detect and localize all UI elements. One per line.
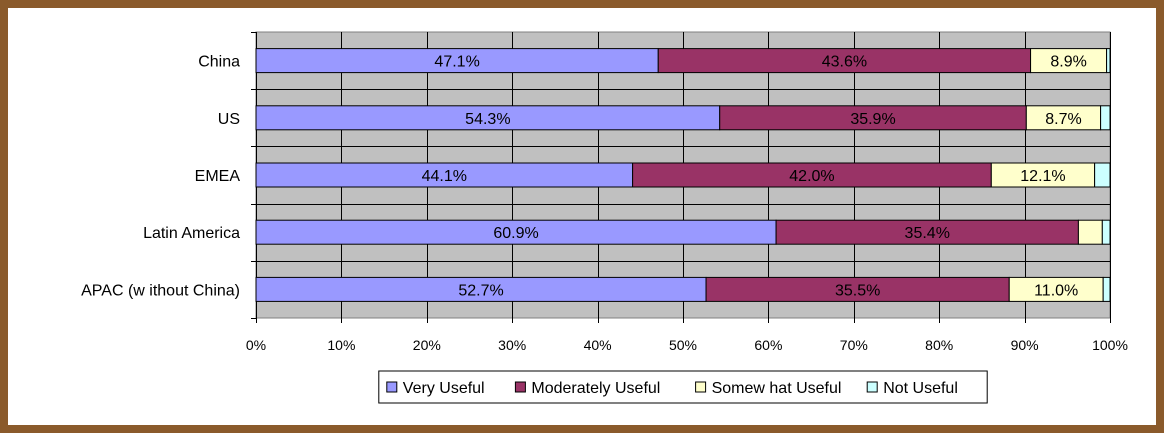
data-label: 8.7%: [1045, 111, 1081, 128]
x-tick-label: 100%: [1092, 337, 1128, 353]
data-label: 12.1%: [1020, 168, 1065, 185]
legend-swatch: [386, 381, 398, 393]
bar-segment: [255, 105, 721, 131]
bar-segment: [657, 48, 1032, 74]
x-tick-label: 50%: [669, 337, 697, 353]
bar-segment: [1025, 105, 1102, 131]
data-label: 42.0%: [789, 168, 834, 185]
bar-segment: [1030, 48, 1108, 74]
data-label: 44.1%: [422, 168, 467, 185]
data-label: 52.7%: [458, 282, 503, 299]
bar-segment: [1094, 162, 1111, 188]
bar-segment: [1100, 105, 1111, 131]
legend-label: Somew hat Useful: [712, 380, 842, 397]
legend-box: [378, 370, 988, 404]
x-tick-label: 20%: [413, 337, 441, 353]
x-tick-label: 10%: [327, 337, 355, 353]
bar-segment: [990, 162, 1096, 188]
legend-swatch: [866, 381, 878, 393]
x-tick-label: 0%: [246, 337, 266, 353]
legend-label: Very Useful: [403, 380, 485, 397]
category-label: US: [218, 111, 240, 128]
data-label: 47.1%: [434, 54, 479, 71]
legend-swatch: [695, 381, 707, 393]
category-label: Latin America: [143, 225, 240, 242]
x-tick-label: 30%: [498, 337, 526, 353]
x-tick-label: 70%: [840, 337, 868, 353]
data-label: 35.4%: [905, 225, 950, 242]
category-label: APAC (w ithout China): [81, 282, 240, 299]
data-label: 8.9%: [1050, 54, 1086, 71]
data-label: 35.5%: [835, 282, 880, 299]
category-label: China: [198, 54, 240, 71]
bar-segment: [255, 219, 777, 245]
x-tick-label: 40%: [584, 337, 612, 353]
x-tick-label: 60%: [754, 337, 782, 353]
bar-segment: [1101, 219, 1111, 245]
category-label: EMEA: [195, 168, 241, 185]
data-label: 60.9%: [493, 225, 538, 242]
legend-swatch: [514, 381, 526, 393]
bar-segment: [1106, 48, 1111, 74]
data-label: 11.0%: [1034, 282, 1078, 299]
bar-segment: [1077, 219, 1103, 245]
data-label: 54.3%: [465, 111, 510, 128]
bar-segment: [719, 105, 1027, 131]
legend-label: Not Useful: [883, 380, 958, 397]
x-tick-label: 80%: [925, 337, 953, 353]
bar-segment: [1102, 276, 1111, 302]
x-tick-label: 90%: [1011, 337, 1039, 353]
bar-segment: [705, 276, 1010, 302]
data-label: 35.9%: [850, 111, 895, 128]
data-label: 43.6%: [822, 54, 867, 71]
bar-segment: [255, 48, 659, 74]
legend-label: Moderately Useful: [531, 380, 660, 397]
